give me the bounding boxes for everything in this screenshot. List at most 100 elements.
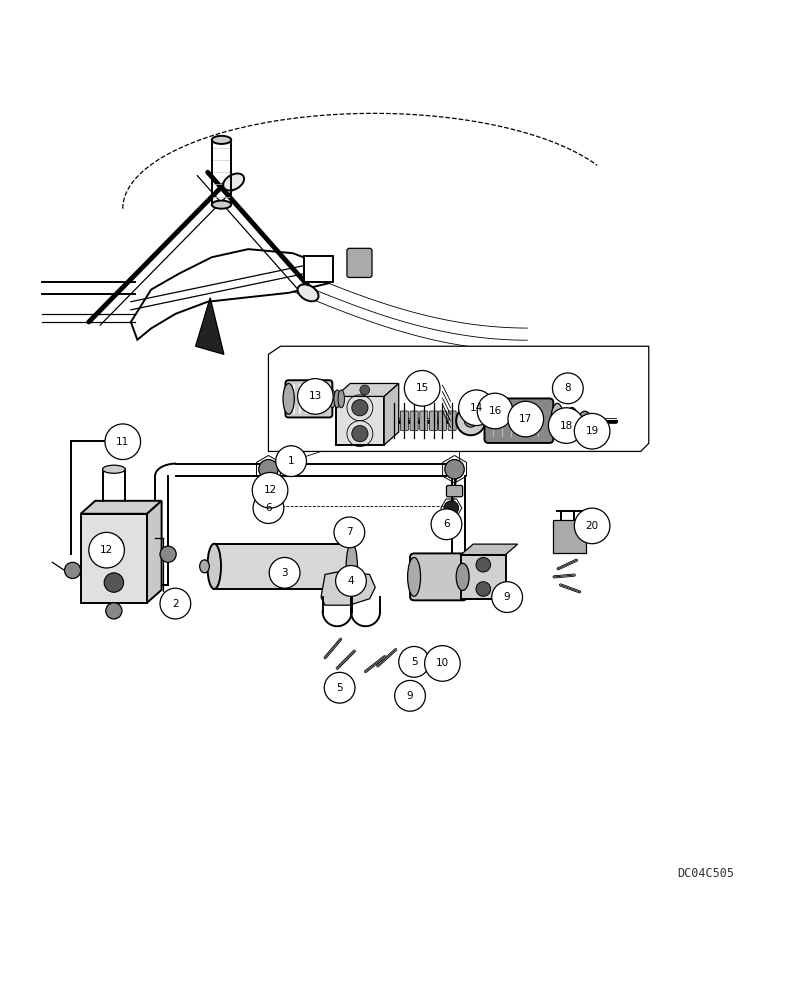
Text: DC04C505: DC04C505: [676, 867, 733, 880]
Text: 17: 17: [518, 414, 532, 424]
Circle shape: [477, 393, 513, 429]
Text: 14: 14: [470, 403, 483, 413]
Polygon shape: [147, 501, 161, 603]
Circle shape: [573, 413, 609, 449]
FancyBboxPatch shape: [389, 411, 397, 430]
Ellipse shape: [456, 563, 469, 590]
Circle shape: [404, 371, 440, 406]
Circle shape: [276, 446, 306, 477]
Circle shape: [297, 379, 333, 414]
Text: 9: 9: [406, 691, 413, 701]
Circle shape: [104, 573, 123, 592]
Circle shape: [475, 557, 490, 572]
FancyBboxPatch shape: [552, 520, 585, 553]
FancyBboxPatch shape: [448, 411, 456, 430]
Ellipse shape: [200, 560, 209, 573]
Polygon shape: [131, 249, 328, 340]
Circle shape: [64, 562, 80, 578]
Ellipse shape: [550, 403, 563, 438]
Circle shape: [491, 582, 522, 612]
Circle shape: [252, 472, 287, 508]
Circle shape: [547, 408, 583, 443]
Polygon shape: [320, 571, 375, 605]
FancyBboxPatch shape: [80, 514, 147, 603]
Circle shape: [458, 390, 494, 426]
Circle shape: [105, 603, 122, 619]
Ellipse shape: [298, 284, 318, 301]
Ellipse shape: [223, 173, 244, 190]
Text: 16: 16: [487, 406, 501, 416]
FancyBboxPatch shape: [429, 411, 437, 430]
Circle shape: [566, 415, 577, 426]
Text: 3: 3: [281, 568, 288, 578]
Ellipse shape: [337, 390, 344, 408]
Text: 7: 7: [345, 527, 352, 537]
Polygon shape: [214, 544, 351, 589]
FancyBboxPatch shape: [419, 411, 427, 430]
Text: 5: 5: [410, 657, 417, 667]
Polygon shape: [335, 383, 398, 396]
Text: 8: 8: [564, 383, 570, 393]
Circle shape: [424, 646, 460, 681]
Text: 18: 18: [559, 421, 572, 431]
Ellipse shape: [333, 390, 340, 408]
Circle shape: [160, 588, 191, 619]
Ellipse shape: [102, 465, 125, 473]
FancyBboxPatch shape: [335, 396, 384, 445]
Circle shape: [253, 493, 284, 523]
Polygon shape: [384, 383, 398, 445]
Circle shape: [464, 414, 477, 427]
Text: 2: 2: [172, 599, 178, 609]
FancyBboxPatch shape: [410, 411, 418, 430]
Circle shape: [351, 400, 367, 416]
Ellipse shape: [345, 544, 357, 589]
Ellipse shape: [577, 411, 590, 430]
Circle shape: [551, 373, 582, 404]
Circle shape: [475, 582, 490, 596]
FancyBboxPatch shape: [303, 256, 333, 282]
Circle shape: [444, 501, 458, 515]
Circle shape: [394, 680, 425, 711]
Text: 15: 15: [415, 383, 428, 393]
Circle shape: [581, 417, 588, 424]
Ellipse shape: [328, 390, 335, 408]
Circle shape: [550, 414, 564, 428]
Text: 6: 6: [443, 519, 449, 529]
Text: 1: 1: [287, 456, 294, 466]
FancyBboxPatch shape: [346, 248, 371, 277]
Polygon shape: [195, 298, 224, 354]
FancyBboxPatch shape: [446, 485, 462, 497]
Ellipse shape: [564, 408, 577, 434]
Circle shape: [160, 546, 176, 562]
FancyBboxPatch shape: [410, 553, 466, 600]
Circle shape: [508, 401, 543, 437]
FancyBboxPatch shape: [484, 398, 552, 443]
Ellipse shape: [212, 201, 231, 209]
Text: 9: 9: [503, 592, 510, 602]
Text: 20: 20: [585, 521, 598, 531]
Text: 12: 12: [263, 485, 277, 495]
Polygon shape: [80, 501, 161, 514]
Ellipse shape: [207, 544, 221, 589]
Text: 4: 4: [347, 576, 354, 586]
Circle shape: [269, 557, 299, 588]
Circle shape: [444, 460, 464, 479]
FancyBboxPatch shape: [400, 411, 408, 430]
Circle shape: [333, 517, 364, 548]
Polygon shape: [268, 346, 648, 451]
Ellipse shape: [407, 557, 420, 596]
Circle shape: [324, 672, 354, 703]
Text: 5: 5: [336, 683, 342, 693]
Circle shape: [259, 460, 278, 479]
Circle shape: [398, 646, 429, 677]
FancyBboxPatch shape: [461, 555, 505, 599]
FancyBboxPatch shape: [285, 380, 332, 417]
Circle shape: [351, 426, 367, 442]
Ellipse shape: [212, 136, 231, 144]
Circle shape: [264, 493, 278, 507]
Circle shape: [573, 508, 609, 544]
Circle shape: [88, 532, 124, 568]
FancyBboxPatch shape: [438, 411, 446, 430]
Polygon shape: [461, 544, 517, 555]
Circle shape: [104, 536, 123, 556]
